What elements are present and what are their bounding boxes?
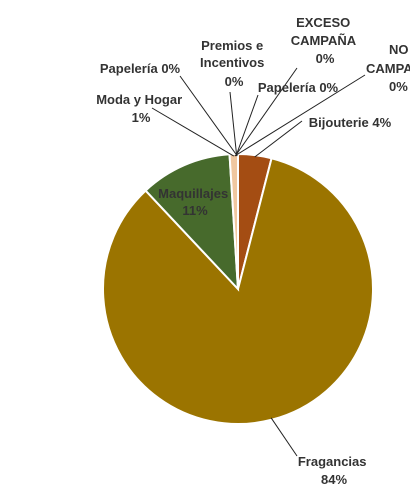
leader-line-exceso — [234, 67, 298, 157]
label-exceso-line2: CAMPAÑA — [291, 33, 357, 48]
leader-line-moda-hogar — [151, 107, 235, 157]
pie-slice-fragancias-1 — [102, 157, 374, 425]
label-moda-hogar-value: 1% — [132, 110, 151, 125]
label-no-campana-line1: NO — [389, 42, 409, 57]
label-premios-value: 0% — [225, 74, 244, 89]
label-premios: Premios e Incentivos 0% — [200, 38, 268, 89]
leader-line-no-campana — [234, 74, 366, 157]
label-moda-hogar-name: Moda y Hogar — [96, 92, 182, 107]
label-papeleria-left-name: Papelería — [100, 61, 159, 76]
label-papeleria-right-value: 0% — [319, 80, 338, 95]
label-fragancias-name: Fragancias — [298, 454, 367, 469]
label-fragancias: Fragancias 84% — [298, 454, 370, 487]
leader-line-fragancias — [270, 417, 298, 457]
label-papeleria-right: Papelería 0% — [258, 80, 339, 95]
label-fragancias-value: 84% — [321, 472, 347, 487]
label-bijouterie: Bijouterie 4% — [309, 115, 392, 130]
label-papeleria-right-name: Papelería — [258, 80, 317, 95]
leader-line-bijouterie — [254, 120, 303, 158]
label-moda-hogar: Moda y Hogar 1% — [96, 92, 186, 125]
label-bijouterie-name: Bijouterie — [309, 115, 369, 130]
label-exceso-value: 0% — [316, 51, 335, 66]
label-no-campana: NO CAMPAÑA 0% — [366, 42, 410, 94]
label-no-campana-value: 0% — [389, 79, 408, 94]
label-maquillajes: Maquillajes 11% — [158, 186, 232, 218]
pie-slices — [102, 152, 374, 425]
label-premios-line1: Premios e — [201, 38, 263, 53]
label-premios-line2: Incentivos — [200, 55, 264, 70]
label-papeleria-left: Papelería 0% — [100, 61, 181, 76]
label-maquillajes-name: Maquillajes — [158, 186, 228, 201]
leader-line-premios — [229, 91, 238, 157]
leader-line-papeleria-left — [179, 75, 238, 157]
label-no-campana-line2: CAMPAÑA — [366, 61, 410, 76]
label-bijouterie-value: 4% — [372, 115, 391, 130]
label-maquillajes-value: 11% — [182, 203, 208, 218]
label-exceso: EXCESO CAMPAÑA 0% — [291, 15, 360, 66]
leader-line-papeleria-right — [235, 94, 259, 157]
leader-lines — [151, 67, 366, 457]
pie-slice-maquillajes-2 — [144, 153, 240, 292]
label-papeleria-left-value: 0% — [161, 61, 180, 76]
data-labels: Papelería 0% Premios e Incentivos 0% EXC… — [96, 15, 410, 487]
label-exceso-line1: EXCESO — [296, 15, 350, 30]
